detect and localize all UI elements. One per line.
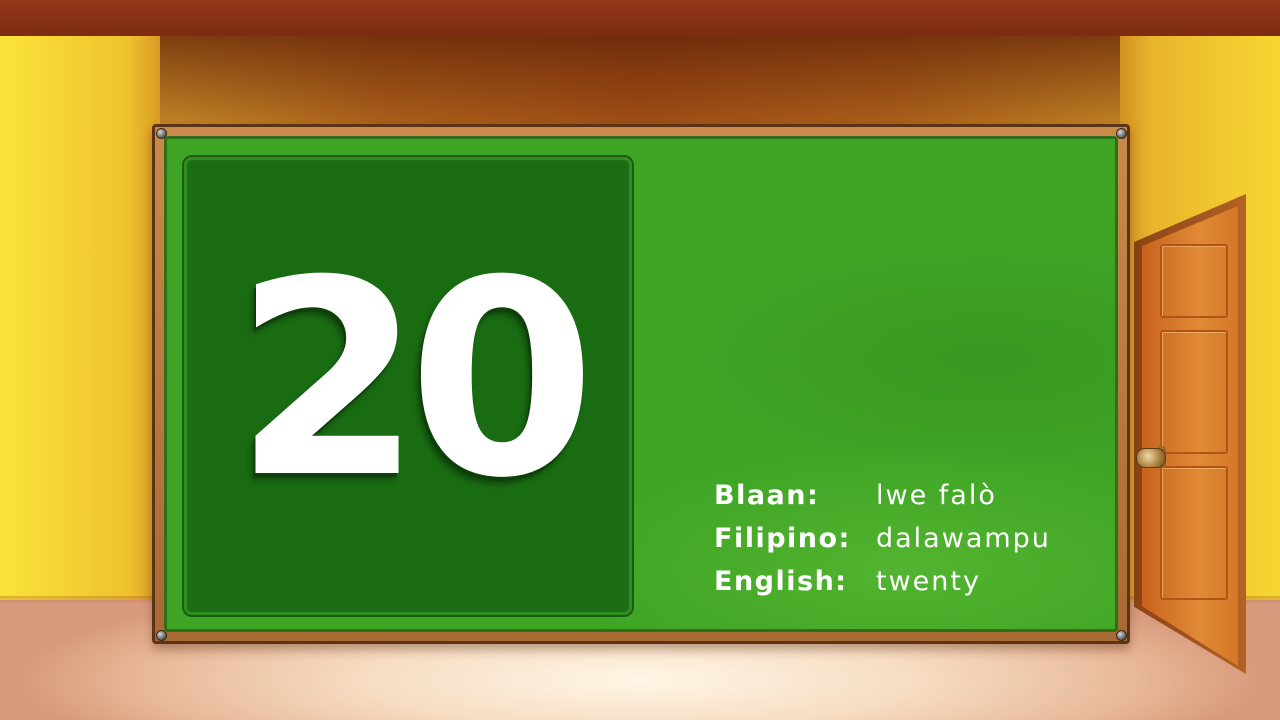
- language-label: Filipino:: [714, 523, 851, 554]
- translation-row-english: English: twenty: [714, 560, 1124, 603]
- language-label: Blaan:: [714, 480, 820, 511]
- language-label: English:: [714, 566, 848, 597]
- bolt-icon: [156, 630, 167, 641]
- number-card-inner: [190, 163, 626, 609]
- door-panel-bottom: [1160, 466, 1228, 600]
- translation-word: twenty: [876, 566, 981, 597]
- door-knob[interactable]: [1136, 448, 1166, 468]
- door-panel-top: [1160, 244, 1228, 318]
- door-panel-middle: [1160, 330, 1228, 454]
- door[interactable]: [1142, 206, 1238, 666]
- translation-word: lwe falò: [876, 480, 997, 511]
- translation-row-filipino: Filipino: dalawampu: [714, 517, 1124, 560]
- translation-word: dalawampu: [876, 523, 1051, 554]
- bolt-icon: [156, 128, 167, 139]
- bolt-icon: [1116, 630, 1127, 641]
- number-display: 20: [234, 222, 596, 537]
- left-wall: [0, 36, 160, 646]
- translation-row-blaan: Blaan: lwe falò: [714, 474, 1124, 517]
- translation-list: Blaan: lwe falò Filipino: dalawampu Engl…: [714, 474, 1124, 603]
- bolt-icon: [1116, 128, 1127, 139]
